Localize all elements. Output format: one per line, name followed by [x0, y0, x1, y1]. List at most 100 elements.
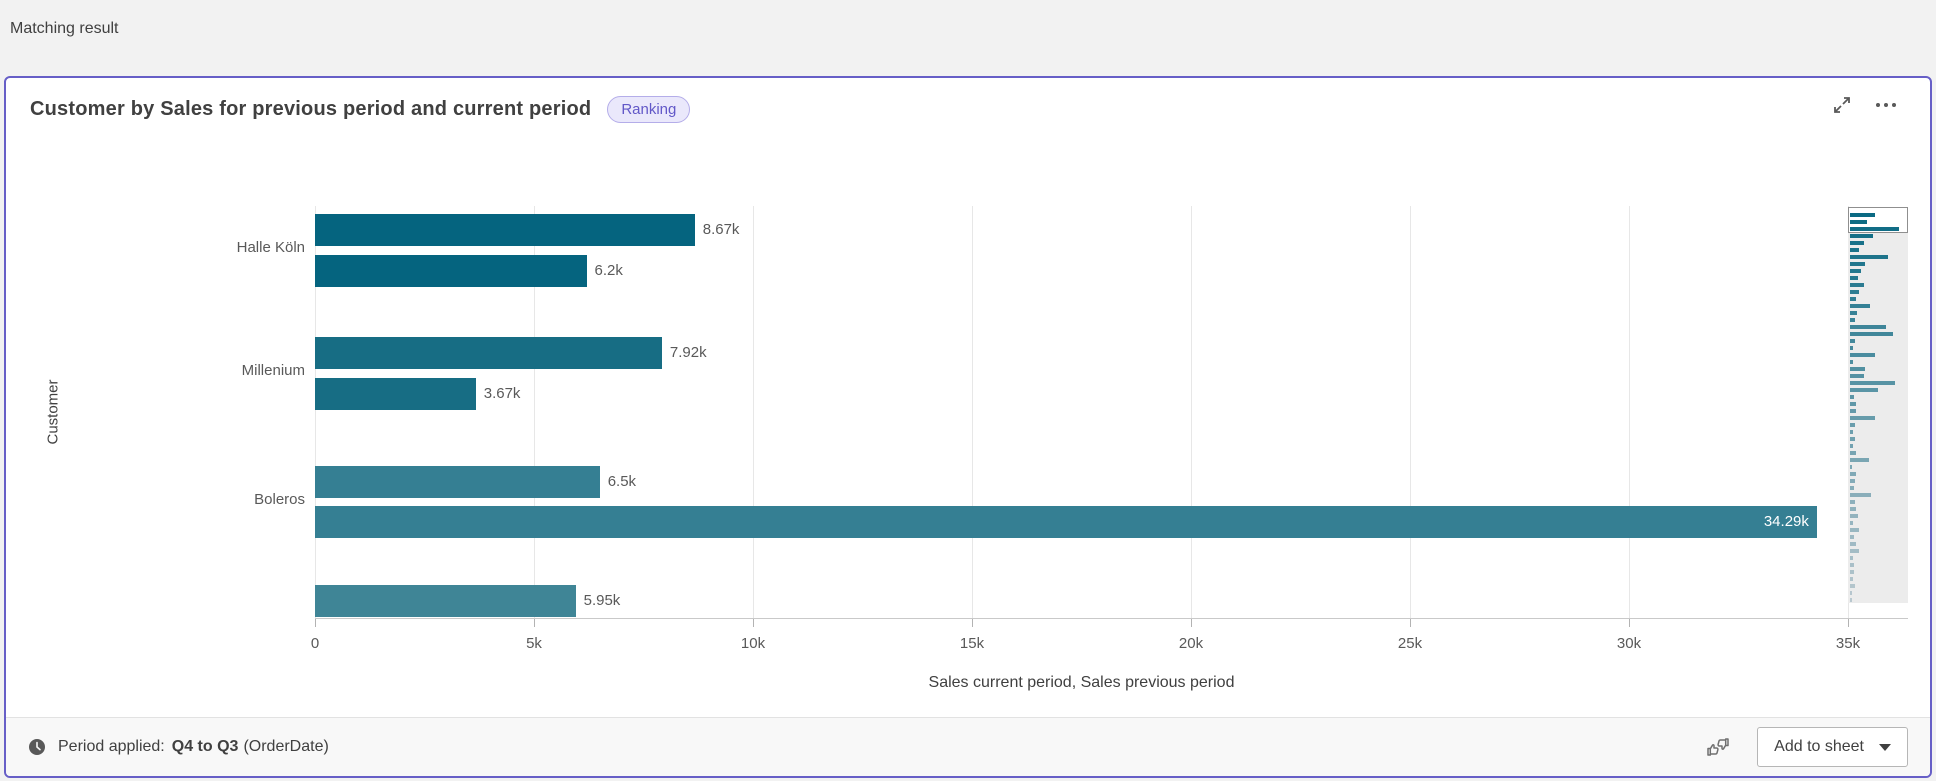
chart-minimap-scrollbar[interactable] — [1848, 207, 1908, 603]
minimap-bar — [1850, 444, 1853, 448]
period-value: Q4 to Q3 — [171, 738, 239, 755]
header-actions — [1832, 92, 1896, 118]
x-axis-tick-label: 5k — [526, 635, 542, 652]
minimap-bar — [1850, 423, 1855, 427]
minimap-bar — [1850, 598, 1852, 602]
x-axis-tick-label: 35k — [1835, 635, 1861, 652]
minimap-bar — [1850, 514, 1858, 518]
bar[interactable] — [315, 377, 476, 410]
bar[interactable] — [315, 465, 600, 498]
minimap-bar — [1850, 409, 1856, 413]
minimap-bar — [1850, 584, 1855, 588]
bar-chart-plot: Halle Köln 8.67k 6.2k Millenium 7.92k 3.67k Bo… — [237, 206, 1849, 618]
x-axis-tick-label: 10k — [740, 635, 766, 652]
minimap-bar — [1850, 549, 1859, 553]
minimap-bar — [1850, 220, 1867, 224]
period-applied-label: Period applied: — [58, 738, 165, 755]
add-to-sheet-button[interactable]: Add to sheet — [1757, 727, 1908, 767]
minimap-bar — [1850, 353, 1875, 357]
minimap-bar — [1850, 248, 1859, 252]
minimap-bar — [1850, 542, 1856, 546]
bar-value-label: 6.5k — [607, 472, 637, 490]
minimap-bar — [1850, 325, 1886, 329]
bar[interactable] — [315, 254, 587, 287]
bar-value-label: 5.95k — [583, 592, 621, 609]
minimap-bar — [1850, 318, 1855, 322]
card-header: Customer by Sales for previous period an… — [30, 96, 691, 123]
gridline — [315, 206, 316, 618]
minimap-bar — [1850, 465, 1852, 469]
minimap-bar — [1850, 255, 1888, 259]
x-axis-tick — [972, 619, 973, 627]
minimap-bar — [1850, 416, 1875, 420]
more-options-icon[interactable] — [1876, 99, 1896, 111]
x-axis-tick — [534, 619, 535, 627]
period-field: (OrderDate) — [243, 738, 329, 755]
bar[interactable] — [315, 214, 695, 246]
minimap-bar — [1850, 451, 1856, 455]
minimap-bar — [1850, 388, 1878, 392]
minimap-bar — [1850, 507, 1856, 511]
bar[interactable] — [315, 585, 576, 617]
minimap-bar — [1850, 521, 1853, 525]
bar[interactable] — [315, 337, 662, 369]
minimap-bar — [1850, 269, 1861, 273]
gridline — [1629, 206, 1630, 618]
x-axis-tick — [1629, 619, 1630, 627]
x-axis-tick — [1191, 619, 1192, 627]
minimap-bar — [1850, 360, 1853, 364]
x-axis-tick — [1848, 619, 1849, 627]
minimap-bar — [1850, 563, 1854, 567]
minimap-bar — [1850, 381, 1895, 385]
card-footer: Period applied: Q4 to Q3 (OrderDate) Add… — [6, 717, 1930, 776]
minimap-bar — [1850, 535, 1854, 539]
page-title: Matching result — [10, 20, 119, 37]
minimap-bar — [1850, 430, 1853, 434]
minimap-bar — [1850, 213, 1875, 217]
minimap-bar — [1850, 262, 1865, 266]
minimap-bar — [1850, 297, 1856, 301]
minimap-bar — [1850, 556, 1853, 560]
x-axis-tick-label: 0 — [310, 635, 320, 652]
minimap-bar — [1850, 395, 1854, 399]
expand-icon[interactable] — [1832, 95, 1852, 115]
minimap-bar — [1850, 472, 1856, 476]
minimap-bar — [1850, 367, 1865, 371]
minimap-bar — [1850, 570, 1854, 574]
gridline — [753, 206, 754, 618]
bar-value-label: 8.67k — [702, 221, 740, 238]
minimap-bar — [1850, 437, 1855, 441]
minimap-bar — [1850, 227, 1899, 231]
bar-value-label: 6.2k — [594, 261, 623, 279]
bar-value-label: 34.29k — [1763, 513, 1809, 530]
minimap-bar — [1850, 332, 1893, 336]
minimap-bar — [1850, 458, 1869, 462]
minimap-bar — [1850, 304, 1870, 308]
feedback-thumbs-icon[interactable] — [1705, 734, 1731, 760]
y-axis-category-label[interactable]: Halle Köln — [236, 239, 305, 256]
x-axis: 0 5k 10k 15k 20k 25k 30k 35k — [311, 618, 1908, 677]
y-axis-category-label[interactable]: Millenium — [241, 362, 305, 379]
minimap-bar — [1850, 479, 1855, 483]
minimap-bar — [1850, 290, 1859, 294]
minimap-bar — [1850, 577, 1853, 581]
minimap-bar — [1850, 374, 1864, 378]
minimap-bar — [1850, 486, 1854, 490]
clock-icon — [28, 738, 46, 756]
minimap-bar — [1850, 493, 1871, 497]
bar-value-label: 7.92k — [669, 344, 707, 361]
result-card: Customer by Sales for previous period an… — [4, 76, 1932, 778]
y-axis-category-label[interactable]: Boleros — [254, 490, 305, 508]
x-axis-tick — [753, 619, 754, 627]
minimap-bar — [1850, 276, 1858, 280]
minimap-bar — [1850, 339, 1855, 343]
x-axis-tick-label: 25k — [1397, 635, 1423, 652]
gridline — [534, 206, 535, 618]
bar[interactable] — [315, 506, 1817, 538]
gridline — [1191, 206, 1192, 618]
minimap-bar — [1850, 346, 1853, 350]
x-axis-tick — [315, 619, 316, 627]
minimap-bar — [1850, 283, 1864, 287]
minimap-bar — [1850, 402, 1856, 406]
gridline — [972, 206, 973, 618]
